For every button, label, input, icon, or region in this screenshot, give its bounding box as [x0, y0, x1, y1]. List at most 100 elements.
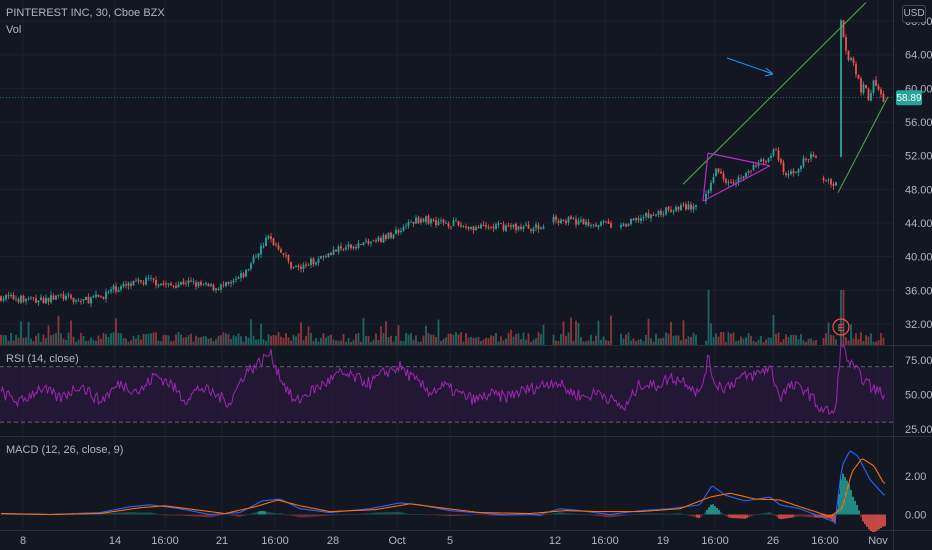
macd-histogram-bar [152, 512, 154, 515]
macd-histogram-bar [778, 514, 780, 519]
macd-histogram-bar [706, 509, 708, 515]
candle-body [515, 224, 517, 231]
volume-bar [320, 337, 322, 345]
candle-body [75, 300, 77, 302]
macd-histogram-bar [422, 514, 424, 515]
volume-bar [870, 333, 872, 345]
macd-histogram-bar [616, 514, 618, 517]
macd-histogram-bar [554, 513, 556, 515]
macd-histogram-bar [798, 514, 800, 517]
volume-bar [137, 334, 140, 345]
candle-body [357, 243, 360, 248]
macd-histogram-bar [120, 512, 122, 515]
candle-body [662, 214, 665, 216]
candle-body [567, 217, 570, 223]
macd-histogram-bar [690, 514, 692, 517]
macd-histogram-bar [176, 514, 178, 516]
macd-histogram-bar [726, 514, 728, 517]
candle-body [717, 168, 720, 172]
macd-histogram-bar [442, 514, 444, 516]
candle-body [732, 182, 735, 184]
volume-bar [452, 334, 455, 345]
candle-body [640, 218, 642, 221]
volume-bar [237, 333, 240, 345]
macd-histogram-bar [178, 514, 180, 516]
volume-bar [515, 334, 517, 345]
volume-bar [220, 335, 222, 345]
macd-histogram-bar [396, 511, 398, 515]
macd-histogram-bar [866, 514, 868, 527]
candle-body [535, 224, 537, 228]
volume-bar [672, 335, 675, 345]
macd-histogram-bar [784, 514, 786, 519]
volume-bar [362, 317, 365, 345]
candle-body [135, 280, 137, 282]
candle-body [92, 296, 95, 298]
volume-bar [410, 333, 412, 345]
volume-bar [865, 335, 867, 345]
volume-bar [172, 340, 175, 345]
candle-body [12, 295, 15, 300]
candle-body [245, 269, 247, 277]
volume-bar [12, 340, 15, 345]
candle-body [585, 221, 587, 225]
macd-histogram-bar [802, 514, 804, 517]
volume-bar [380, 326, 382, 345]
volume-bar [827, 322, 830, 345]
macd-histogram-bar [476, 514, 478, 516]
volume-bar [727, 332, 730, 345]
volume-bar [142, 333, 145, 345]
volume-bar [82, 335, 85, 345]
candle-body [760, 159, 762, 162]
macd-histogram-bar [160, 514, 162, 516]
candle-body [560, 219, 562, 224]
volume-bar [875, 341, 877, 345]
volume-bar [25, 337, 27, 345]
candle-body [220, 284, 222, 290]
macd-histogram-bar [632, 514, 634, 516]
time-tick-label: 21 [216, 535, 228, 547]
volume-bar [385, 321, 387, 345]
macd-histogram-bar [772, 514, 774, 515]
volume-bar [610, 315, 612, 345]
candle-body [520, 226, 522, 229]
macd-histogram-bar [416, 514, 418, 515]
volume-bar [857, 339, 860, 345]
macd-histogram-bar [572, 513, 574, 515]
candle-body [745, 173, 747, 178]
volume-bar [325, 337, 327, 345]
volume-bar [90, 337, 92, 345]
macd-histogram-bar [398, 511, 400, 515]
volume-bar [277, 332, 280, 345]
volume-bar [372, 339, 375, 345]
currency-button[interactable]: USD [902, 5, 926, 23]
macd-histogram-bar [838, 494, 840, 515]
candle-body [365, 240, 367, 242]
macd-histogram-bar [466, 514, 468, 516]
earnings-marker[interactable]: E [832, 318, 850, 336]
volume-bar [152, 332, 155, 345]
volume-bar [635, 341, 637, 345]
candle-body [87, 296, 90, 304]
candle-body [355, 247, 357, 249]
volume-bar [880, 332, 882, 345]
volume-bar [302, 340, 305, 345]
macd-histogram-bar [586, 514, 588, 516]
volume-bar [322, 333, 325, 345]
volume-bar [862, 340, 865, 345]
candle-body [107, 291, 110, 293]
candle-body [690, 204, 692, 210]
volume-bar [490, 335, 492, 345]
candle-body [507, 225, 510, 227]
macd-histogram-bar [640, 513, 642, 515]
macd-histogram-bar [470, 514, 472, 516]
macd-histogram-bar [392, 512, 394, 515]
candle-body [157, 284, 160, 286]
macd-histogram-bar [694, 514, 696, 518]
volume-bar [125, 338, 127, 345]
volume-bar [257, 338, 260, 345]
volume-bar [695, 334, 697, 345]
candle-body [177, 284, 180, 288]
